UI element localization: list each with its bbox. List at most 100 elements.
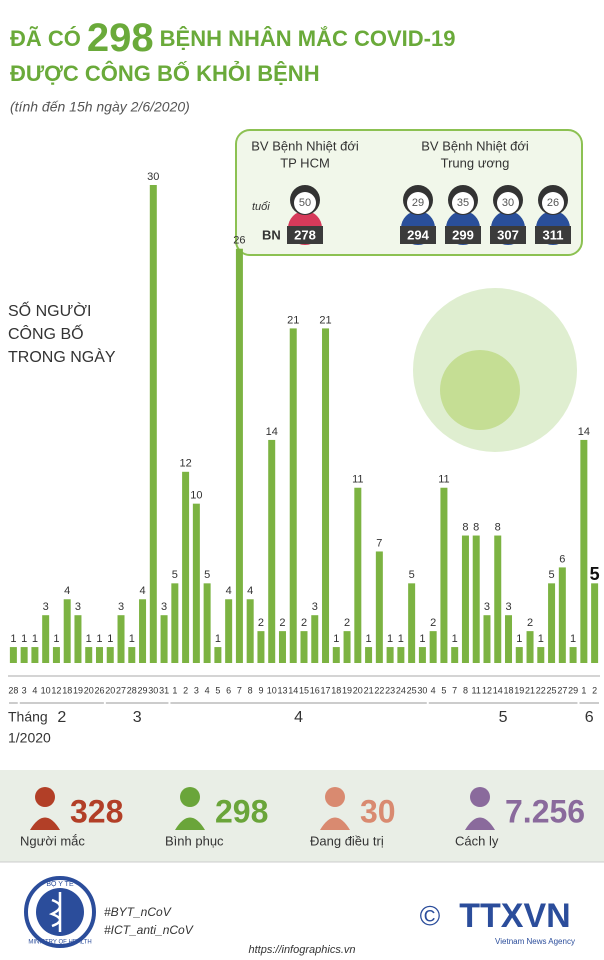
x-tick-label: 30 [417, 685, 427, 695]
id-box [490, 226, 526, 244]
stat-icon-head [325, 787, 345, 807]
x-tick-label: 27 [557, 685, 567, 695]
bar [182, 471, 190, 663]
bar [526, 631, 534, 663]
url: https://infographics.vn [248, 944, 355, 956]
bar [569, 647, 577, 663]
bar [591, 583, 599, 663]
y-label: CÔNG BỐ [8, 323, 84, 343]
value-label: 2 [430, 617, 436, 629]
value-label: 1 [452, 633, 458, 645]
patient-id: 278 [294, 227, 316, 242]
text-part: ĐÃ CÓ [10, 26, 81, 51]
bar [42, 615, 50, 663]
value-label: 1 [107, 633, 113, 645]
value-label: 1 [419, 633, 425, 645]
stat-value: 30 [360, 793, 396, 829]
bar [203, 583, 211, 663]
x-tick-label: 12 [51, 685, 61, 695]
x-tick-label: 4 [32, 685, 37, 695]
x-tick-label: 22 [536, 685, 546, 695]
bar [343, 631, 351, 663]
x-tick-label: 5 [215, 685, 220, 695]
bar [160, 615, 168, 663]
bar [429, 631, 437, 663]
copyright: © [420, 900, 441, 931]
x-tick-label: 2 [592, 685, 597, 695]
x-tick-label: 2 [183, 685, 188, 695]
value-label: 4 [139, 585, 145, 597]
bar [472, 535, 480, 663]
bar [31, 647, 39, 663]
bar [74, 615, 82, 663]
value-label: 8 [473, 521, 479, 533]
x-tick-label: 3 [194, 685, 199, 695]
bar [375, 551, 383, 663]
x-tick-label: 24 [396, 685, 406, 695]
bar [365, 647, 373, 663]
x-tick-label: 4 [431, 685, 436, 695]
hospital-name: BV Bệnh Nhiệt đới [421, 138, 529, 153]
x-tick-label: 5 [441, 685, 446, 695]
x-tick-label: 10 [41, 685, 51, 695]
bar [580, 439, 588, 663]
month-label: 6 [585, 709, 594, 726]
x-tick-label: 28 [8, 685, 18, 695]
bar [311, 615, 319, 663]
value-label: 1 [366, 633, 372, 645]
value-label: 1 [570, 633, 576, 645]
value-label: 2 [344, 617, 350, 629]
bar [117, 615, 125, 663]
x-tick-label: 15 [299, 685, 309, 695]
value-label: 3 [505, 601, 511, 613]
value-label: 5 [172, 569, 178, 581]
value-label: 4 [64, 585, 70, 597]
bar [548, 583, 556, 663]
id-box [535, 226, 571, 244]
value-label: 1 [129, 633, 135, 645]
value-label: 3 [161, 601, 167, 613]
bar [139, 599, 147, 663]
value-label: 7 [376, 537, 382, 549]
ministry-en: MINISTRY OF HEALTH [28, 940, 91, 946]
bar [461, 535, 469, 663]
hospital-name: TP HCM [280, 155, 330, 170]
agency-en: Vietnam News Agency [495, 937, 575, 946]
bar [95, 647, 103, 663]
stat-label: Người mắc [20, 833, 85, 848]
x-tick-label: 10 [267, 685, 277, 695]
x-tick-label: 25 [547, 685, 557, 695]
bar [20, 647, 28, 663]
month-label: 5 [499, 709, 508, 726]
stat-label: Bình phục [165, 833, 224, 848]
value-label: 14 [266, 426, 278, 438]
bar [451, 647, 459, 663]
value-label: 26 [233, 235, 245, 247]
hashtag: #BYT_nCoV [104, 905, 172, 919]
x-tick-label: 29 [568, 685, 578, 695]
x-tick-label: 18 [504, 685, 514, 695]
text-part: BỆNH NHÂN MẮC COVID-19 [160, 26, 456, 51]
value-label: 1 [538, 633, 544, 645]
bar [106, 647, 114, 663]
bar [397, 647, 405, 663]
bar [418, 647, 426, 663]
bar [268, 439, 276, 663]
bar [505, 615, 513, 663]
value-label: 6 [559, 553, 565, 565]
patient-age: 35 [457, 197, 469, 209]
x-tick-label: 12 [482, 685, 492, 695]
x-tick-label: 8 [248, 685, 253, 695]
stats-band [0, 770, 604, 862]
bar [85, 647, 93, 663]
value-label: 21 [319, 314, 331, 326]
patient-face [497, 192, 519, 214]
bar [246, 599, 254, 663]
patient-id: 299 [452, 227, 474, 242]
stat-label: Cách ly [455, 833, 499, 848]
patient-face [452, 192, 474, 214]
value-label: 3 [312, 601, 318, 613]
bar [235, 248, 243, 663]
